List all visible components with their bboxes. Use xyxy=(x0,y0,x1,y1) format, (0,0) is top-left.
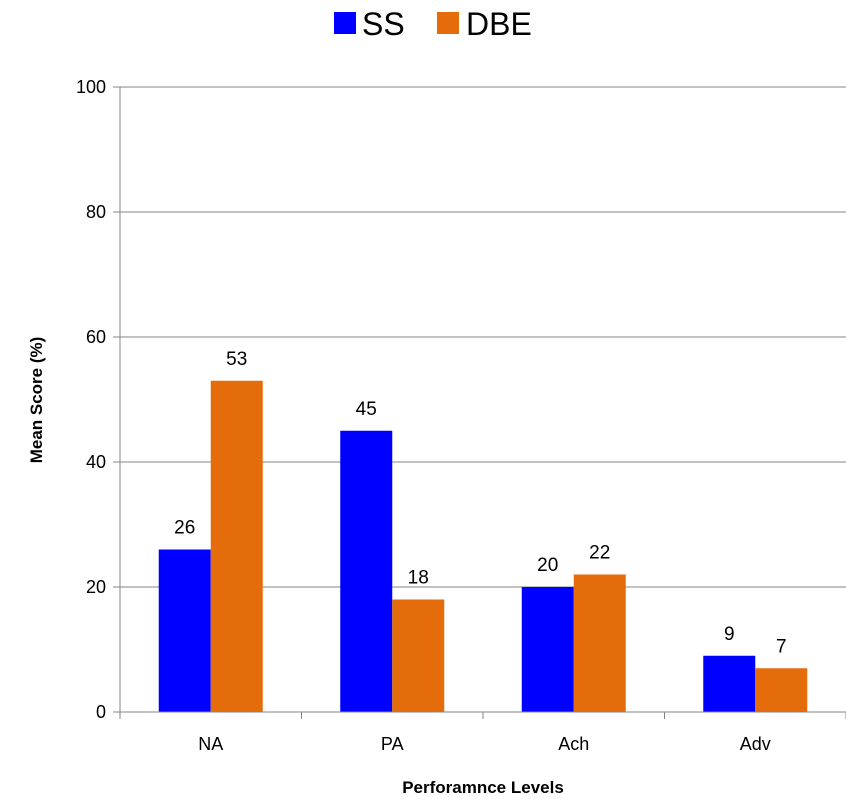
bars xyxy=(158,380,808,712)
x-tick-label: Adv xyxy=(740,734,771,754)
bar xyxy=(340,430,393,712)
data-label: 53 xyxy=(226,349,247,370)
data-label: 18 xyxy=(408,568,429,589)
data-label: 7 xyxy=(776,636,787,657)
y-tick-label: 20 xyxy=(86,577,106,597)
y-axis-ticks: 0 20 40 60 80 100 xyxy=(76,77,120,722)
data-label: 20 xyxy=(537,555,558,576)
y-axis-title: Mean Score (%) xyxy=(27,337,46,464)
data-labels: 26 45 20 9 53 18 22 7 xyxy=(174,349,786,658)
bar xyxy=(158,549,211,712)
x-axis-ticks: NA PA Ach Adv xyxy=(119,712,846,754)
x-tick-label: PA xyxy=(381,734,404,754)
x-tick-label: Ach xyxy=(558,734,589,754)
legend: SS DBE xyxy=(334,6,532,42)
legend-swatch xyxy=(437,12,459,34)
data-label: 45 xyxy=(356,399,377,420)
bar xyxy=(573,574,626,712)
y-tick-label: 0 xyxy=(96,702,106,722)
bar xyxy=(521,587,574,712)
y-tick-label: 100 xyxy=(76,77,106,97)
bar xyxy=(755,668,808,712)
bar xyxy=(703,655,756,712)
bar xyxy=(210,380,263,712)
data-label: 26 xyxy=(174,518,195,539)
legend-label: SS xyxy=(362,6,405,42)
data-label: 22 xyxy=(589,543,610,564)
bar xyxy=(392,599,445,712)
y-tick-label: 40 xyxy=(86,452,106,472)
y-tick-label: 60 xyxy=(86,327,106,347)
x-tick-label: NA xyxy=(198,734,223,754)
y-tick-label: 80 xyxy=(86,202,106,222)
legend-label: DBE xyxy=(466,6,532,42)
legend-swatch xyxy=(334,12,356,34)
x-axis-title: Perforamnce Levels xyxy=(402,778,564,797)
data-label: 9 xyxy=(724,624,735,645)
